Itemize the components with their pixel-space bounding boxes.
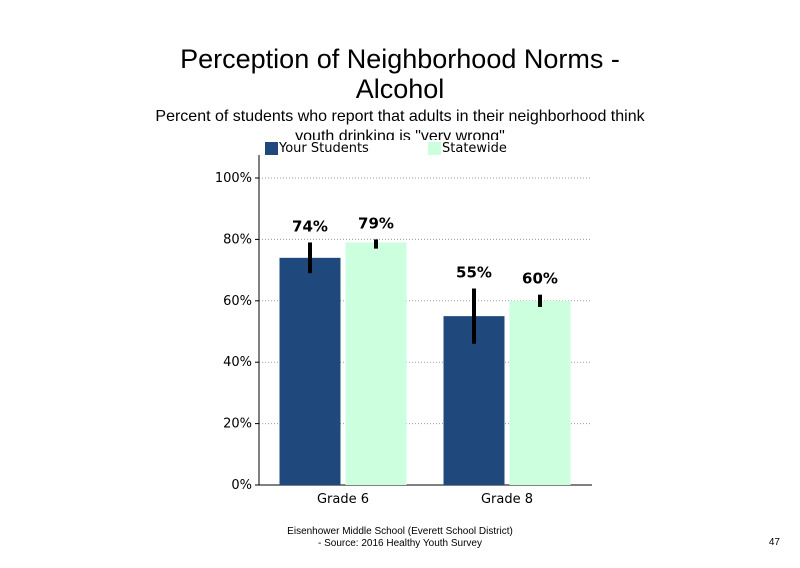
- y-tick-label-40: 40%: [223, 355, 252, 370]
- y-tick-label-0: 0%: [231, 478, 252, 493]
- data-label-your-students-grade-8: 55%: [456, 264, 492, 282]
- bar-your-students-grade-6: [279, 257, 341, 485]
- legend-swatch-your-students: [265, 142, 278, 155]
- data-label-your-students-grade-6: 74%: [292, 217, 328, 235]
- legend-label-statewide: Statewide: [442, 141, 507, 156]
- legend-label-your-students: Your Students: [279, 141, 369, 156]
- page-number: 47: [768, 537, 780, 548]
- data-label-statewide-grade-8: 60%: [522, 270, 558, 288]
- legend-swatch-statewide: [428, 142, 441, 155]
- y-tick-label-60: 60%: [223, 294, 252, 309]
- bar-statewide-grade-6: [345, 242, 407, 485]
- data-label-statewide-grade-6: 79%: [358, 214, 394, 232]
- source-footer: Eisenhower Middle School (Everett School…: [250, 526, 550, 550]
- footer-source: - Source: 2016 Healthy Youth Survey: [318, 538, 482, 549]
- chart-title: Perception of Neighborhood Norms - Alcoh…: [0, 44, 800, 104]
- y-tick-label-100: 100%: [215, 171, 252, 186]
- chart-legend: Your Students Statewide: [265, 140, 565, 157]
- chart-subtitle: Percent of students who report that adul…: [155, 108, 645, 140]
- bar-statewide-grade-8: [509, 300, 571, 485]
- x-tick-label-grade-6: Grade 6: [317, 492, 369, 507]
- chart-title-line-1: Perception of Neighborhood Norms -: [180, 44, 620, 74]
- footer-school: Eisenhower Middle School (Everett School…: [287, 526, 513, 537]
- y-tick-label-80: 80%: [223, 232, 252, 247]
- bar-your-students-grade-8: [443, 316, 505, 485]
- x-tick-label-grade-8: Grade 8: [481, 492, 533, 507]
- chart-title-line-2: Alcohol: [355, 74, 445, 104]
- y-tick-label-20: 20%: [223, 417, 252, 432]
